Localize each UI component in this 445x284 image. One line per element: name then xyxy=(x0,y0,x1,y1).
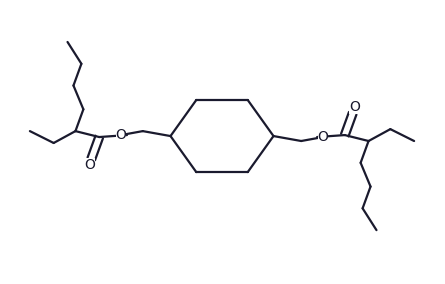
Text: O: O xyxy=(116,128,126,142)
Text: O: O xyxy=(349,100,360,114)
Text: O: O xyxy=(318,130,328,144)
Text: O: O xyxy=(84,158,95,172)
